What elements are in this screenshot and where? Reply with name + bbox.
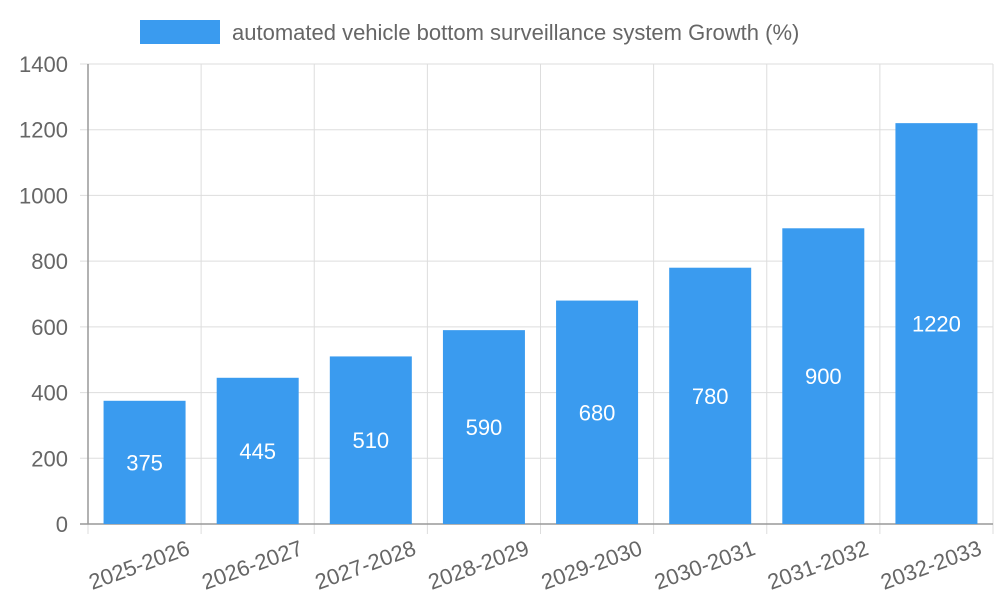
data-label: 680: [579, 400, 616, 425]
y-tick-label: 200: [31, 446, 68, 471]
y-axis: 0 200 400 600 800 1000 1200 1400: [19, 52, 89, 537]
bar: [669, 267, 752, 524]
y-tick-label: 0: [56, 512, 68, 537]
bar: [103, 400, 186, 524]
x-tick-label: 2029-2030: [538, 535, 645, 594]
data-label: 780: [692, 384, 729, 409]
data-label: 375: [126, 450, 163, 475]
bar: [442, 330, 525, 524]
bar: [782, 228, 865, 525]
data-label: 1220: [912, 312, 961, 337]
x-axis: 2025-2026 2026-2027 2027-2028 2028-2029 2029…: [80, 523, 993, 595]
bar: [895, 123, 978, 525]
y-tick-label: 600: [31, 315, 68, 340]
x-tick-label: 2025-2026: [85, 535, 192, 594]
y-tick-label: 1200: [19, 118, 68, 143]
y-tick-label: 400: [31, 381, 68, 406]
data-label: 900: [805, 364, 842, 389]
x-tick-label: 2030-2031: [651, 535, 758, 594]
legend-swatch: [140, 20, 220, 44]
x-tick-label: 2031-2032: [764, 535, 871, 594]
data-label: 590: [466, 415, 503, 440]
bars: 375 445 510 590 680 780 900 1220: [103, 123, 978, 525]
bar: [329, 356, 412, 524]
legend-label: automated vehicle bottom surveillance sy…: [232, 20, 799, 45]
bar: [216, 377, 299, 524]
y-tick-label: 1000: [19, 183, 68, 208]
x-tick-label: 2032-2033: [877, 535, 984, 594]
bar: [556, 300, 639, 524]
x-tick-label: 2028-2029: [425, 535, 532, 594]
y-tick-label: 800: [31, 249, 68, 274]
x-tick-label: 2027-2028: [312, 535, 419, 594]
y-tick-label: 1400: [19, 52, 68, 77]
legend: automated vehicle bottom surveillance sy…: [140, 20, 799, 45]
data-label: 510: [352, 428, 389, 453]
x-tick-label: 2026-2027: [199, 535, 306, 594]
data-label: 445: [239, 439, 276, 464]
